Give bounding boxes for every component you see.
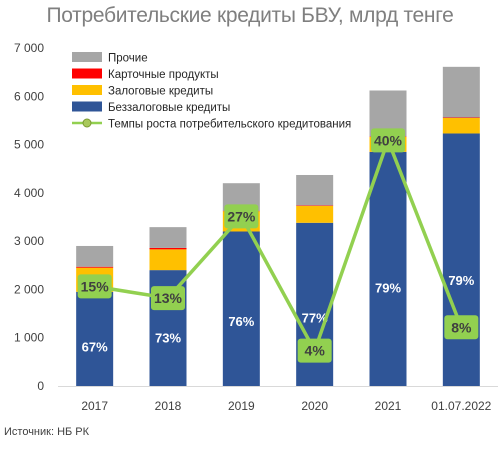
bar-segment	[76, 266, 114, 268]
growth-label-box	[297, 338, 332, 363]
bar-segment	[149, 249, 187, 271]
y-tick-label: 4 000	[14, 186, 44, 200]
legend-label: Беззалоговые кредиты	[108, 102, 230, 114]
y-tick-label: 7 000	[14, 41, 44, 55]
bar-segment	[442, 118, 480, 134]
legend-swatch	[72, 52, 102, 62]
y-tick-label: 5 000	[14, 138, 44, 152]
y-tick-label: 6 000	[14, 89, 44, 103]
legend-swatch	[72, 85, 102, 95]
bar-segment	[149, 227, 187, 248]
bar-segment	[76, 245, 114, 267]
x-tick-label: 2021	[375, 399, 402, 413]
growth-label: 13%	[154, 290, 183, 306]
legend-swatch	[72, 101, 102, 112]
growth-label: 27%	[227, 208, 256, 224]
y-tick-label: 2 000	[14, 282, 44, 296]
growth-label-box	[444, 315, 479, 340]
x-tick-label: 2018	[155, 399, 182, 413]
y-tick-label: 3 000	[14, 234, 44, 248]
legend-label: Темпы роста потребительского кредитовани…	[108, 119, 351, 131]
growth-label-box	[151, 286, 185, 311]
bar-segment	[442, 66, 480, 118]
share-label: 77%	[302, 310, 328, 325]
x-tick-label: 2017	[81, 399, 108, 413]
share-label: 76%	[228, 314, 254, 329]
bar-segment	[442, 133, 480, 386]
growth-label-box	[77, 274, 112, 299]
legend-label: Карточные продукты	[108, 69, 219, 81]
bar-segment	[369, 151, 407, 386]
share-label: 79%	[448, 273, 474, 288]
legend-swatch	[72, 68, 102, 79]
bar-segment	[296, 174, 334, 206]
share-label: 73%	[155, 330, 181, 345]
x-tick-label: 2019	[228, 399, 255, 413]
growth-label-box	[224, 204, 259, 229]
y-tick-label: 1 000	[14, 331, 44, 345]
x-tick-label: 01.07.2022	[431, 399, 491, 413]
growth-label: 15%	[81, 278, 110, 294]
share-label: 79%	[375, 281, 401, 296]
bar-segment	[149, 247, 187, 250]
growth-label-box	[371, 128, 405, 153]
bar-segment	[296, 205, 334, 223]
legend-line-marker	[82, 118, 92, 128]
growth-label: 8%	[451, 319, 472, 335]
y-tick-label: 0	[37, 379, 44, 393]
x-tick-label: 2020	[301, 399, 328, 413]
chart-title: Потребительские кредиты БВУ, млрд тенге	[46, 4, 454, 27]
growth-label: 40%	[374, 132, 403, 148]
legend-label: Залоговые кредиты	[108, 86, 213, 98]
growth-label: 4%	[305, 343, 326, 359]
bar-segment	[222, 231, 260, 386]
bar-segment	[76, 291, 114, 386]
legend-label: Прочие	[108, 53, 148, 65]
share-label: 67%	[82, 339, 108, 354]
source-note: Источник: НБ РК	[4, 426, 90, 438]
